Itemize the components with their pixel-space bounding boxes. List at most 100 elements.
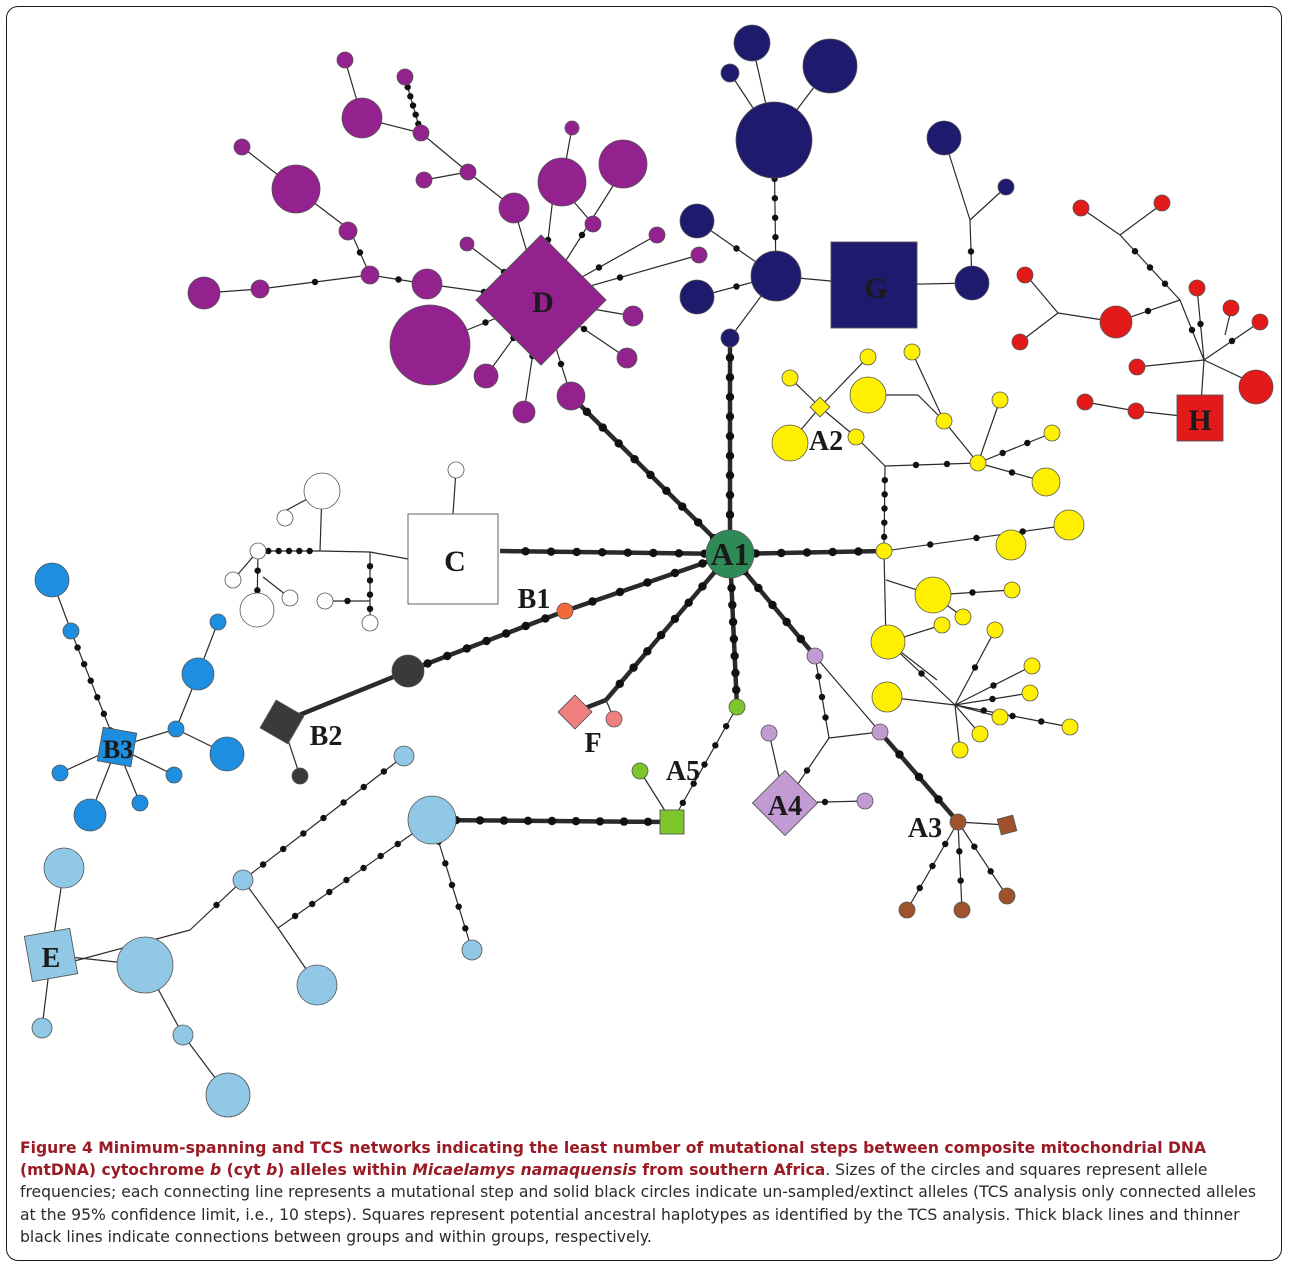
haplotype-node: [998, 887, 1016, 905]
mutation-dot: [630, 455, 639, 464]
mutation-dot: [670, 568, 680, 578]
mutation-dot: [733, 283, 740, 290]
haplotype-node: [1251, 313, 1269, 331]
caption-lead-f: Micaelamys namaquensis: [412, 1161, 637, 1180]
mutation-dot: [100, 710, 108, 718]
mutation-dot: [927, 541, 934, 548]
label-B2: B2: [310, 721, 343, 752]
haplotype-node: [564, 120, 580, 136]
mutation-dot: [614, 439, 623, 448]
within-group-link: [319, 550, 371, 553]
haplotype-node: [847, 428, 865, 446]
mutation-dot: [343, 876, 350, 884]
mutation-dot: [679, 799, 687, 807]
within-group-link: [911, 351, 945, 422]
mutation-dot: [254, 567, 261, 574]
mutation-dot: [828, 547, 837, 557]
node-A3-square: [996, 814, 1018, 836]
mutation-dot: [973, 534, 980, 542]
caption-lead-g: from southern Africa: [636, 1161, 826, 1180]
haplotype-node: [1072, 199, 1090, 217]
label-A3: A3: [908, 813, 942, 844]
mutation-dot: [822, 714, 829, 721]
haplotype-node: [997, 178, 1015, 196]
mutation-dot: [643, 647, 652, 656]
mutation-dot: [423, 659, 432, 668]
haplotype-node: [781, 369, 799, 387]
label-B3: B3: [103, 735, 133, 764]
haplotype-node: [1021, 684, 1039, 702]
label-A2: A2: [809, 426, 843, 457]
haplotype-node: [296, 964, 338, 1006]
haplotype-node: [771, 424, 809, 462]
haplotype-node: [986, 621, 1004, 639]
within-group-link: [957, 821, 1008, 897]
mutation-dot: [728, 600, 737, 610]
mutation-dot: [881, 476, 889, 484]
haplotype-node: [622, 305, 644, 327]
haplotype-node: [276, 509, 294, 527]
mutation-dot: [366, 577, 374, 584]
mutation-dot: [803, 767, 811, 774]
node-C: [407, 513, 499, 605]
haplotype-node: [1128, 358, 1146, 376]
mutation-dot: [929, 862, 936, 870]
mutation-dot: [821, 798, 829, 806]
mutation-dot: [311, 278, 319, 286]
haplotype-node: [239, 592, 275, 628]
haplotype-node: [859, 348, 877, 366]
mutation-dot: [598, 548, 607, 557]
mutation-dot: [595, 817, 605, 826]
haplotype-node: [914, 576, 952, 614]
haplotype-node: [209, 613, 227, 631]
label-A4: A4: [768, 791, 802, 822]
mutation-dot: [582, 407, 592, 416]
mutation-dot: [914, 772, 924, 782]
mutation-dot: [340, 799, 347, 806]
mutation-dot: [616, 274, 624, 281]
haplotype-node: [412, 124, 430, 142]
caption-lead: Figure 4 Minimum-spanning and TCS networ…: [20, 1139, 1206, 1179]
haplotype-node: [338, 221, 358, 241]
haplotype-node: [991, 708, 1009, 726]
mutation-dot: [670, 614, 680, 624]
mutation-dot: [265, 547, 272, 555]
mutation-dot: [254, 587, 261, 594]
mutation-dot: [730, 651, 739, 661]
haplotype-node: [249, 542, 267, 560]
haplotype-node: [898, 901, 916, 919]
haplotype-node: [991, 391, 1009, 409]
within-group-link: [1119, 203, 1163, 236]
haplotype-node: [447, 461, 465, 479]
haplotype-node: [720, 63, 740, 83]
mutation-dot: [409, 102, 417, 109]
haplotype-node: [720, 328, 740, 348]
haplotype-node: [1016, 266, 1034, 284]
mutation-dot: [462, 644, 472, 653]
haplotype-node: [62, 622, 80, 640]
haplotype-node: [361, 614, 379, 632]
haplotype-node: [34, 562, 70, 598]
haplotype-node: [73, 798, 107, 832]
haplotype-node: [953, 901, 971, 919]
mutation-dot: [912, 461, 920, 469]
mutation-dot: [296, 547, 303, 555]
haplotype-node: [679, 203, 715, 239]
mutation-dot: [275, 547, 282, 555]
haplotype-node: [165, 766, 183, 784]
haplotype-node: [205, 1072, 251, 1118]
mutation-dot: [1008, 469, 1016, 476]
haplotype-node: [1127, 402, 1145, 420]
haplotype-node: [51, 764, 69, 782]
haplotype-node: [224, 571, 242, 589]
mutation-dot: [404, 83, 411, 91]
label-C: C: [444, 545, 466, 578]
within-group-link: [1025, 274, 1059, 314]
haplotype-node: [43, 847, 85, 889]
mutation-dot: [407, 93, 414, 100]
node-G: [830, 241, 918, 329]
mutation-dot: [818, 693, 826, 701]
haplotype-node: [396, 68, 414, 86]
mutation-dot: [772, 233, 779, 241]
mutation-dot: [1146, 264, 1154, 271]
